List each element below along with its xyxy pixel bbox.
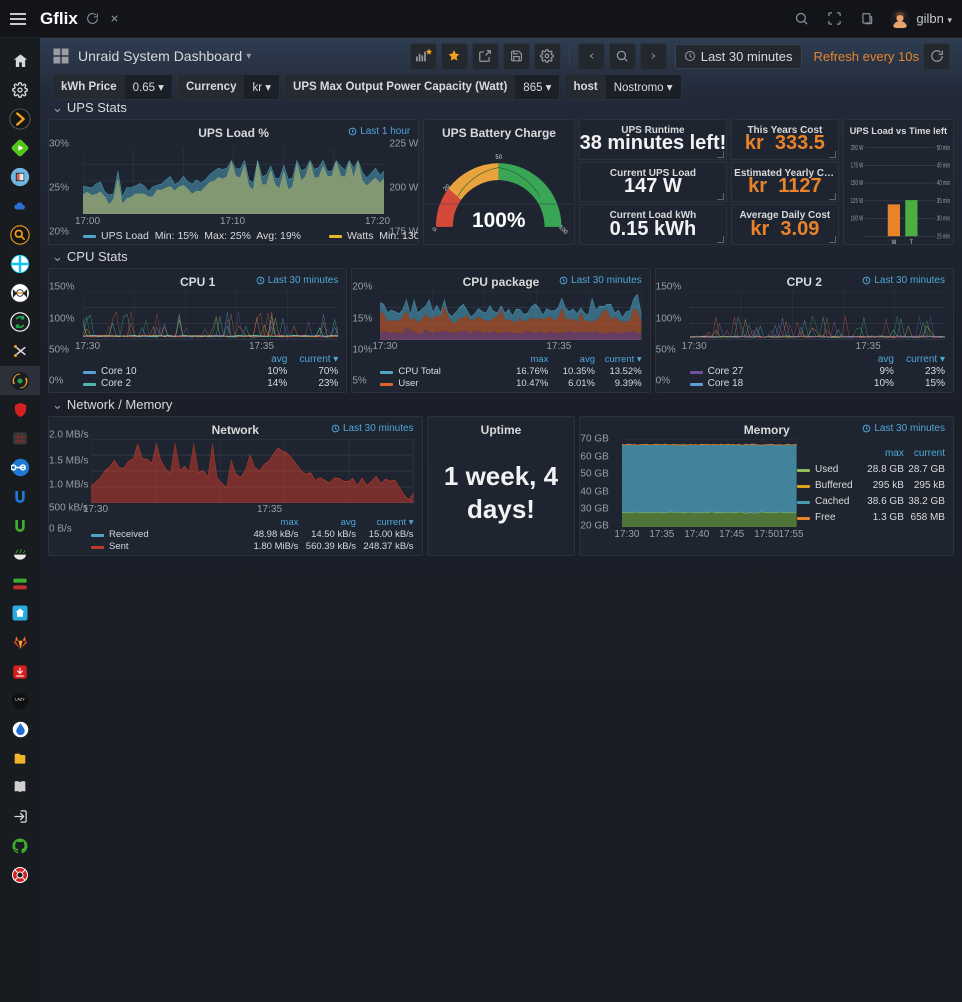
svg-text:T: T [910,239,913,245]
svg-text:35 min: 35 min [936,198,949,205]
svg-text:25 min: 25 min [936,234,949,241]
svg-text:200 W: 200 W [850,145,863,152]
svg-text:50 min: 50 min [936,145,949,152]
svg-text:0: 0 [432,226,439,233]
svg-text:50: 50 [496,155,503,161]
svg-text:40 min: 40 min [936,180,949,187]
svg-text:LAZY: LAZY [15,697,25,701]
svg-text:175 W: 175 W [850,163,863,170]
svg-text:100%: 100% [472,209,526,232]
svg-text:150 W: 150 W [850,180,863,187]
svg-text:30 min: 30 min [936,216,949,223]
svg-text:100 W: 100 W [850,216,863,223]
svg-text:W: W [891,239,896,245]
svg-text:45 min: 45 min [936,163,949,170]
svg-text:125 W: 125 W [850,198,863,205]
